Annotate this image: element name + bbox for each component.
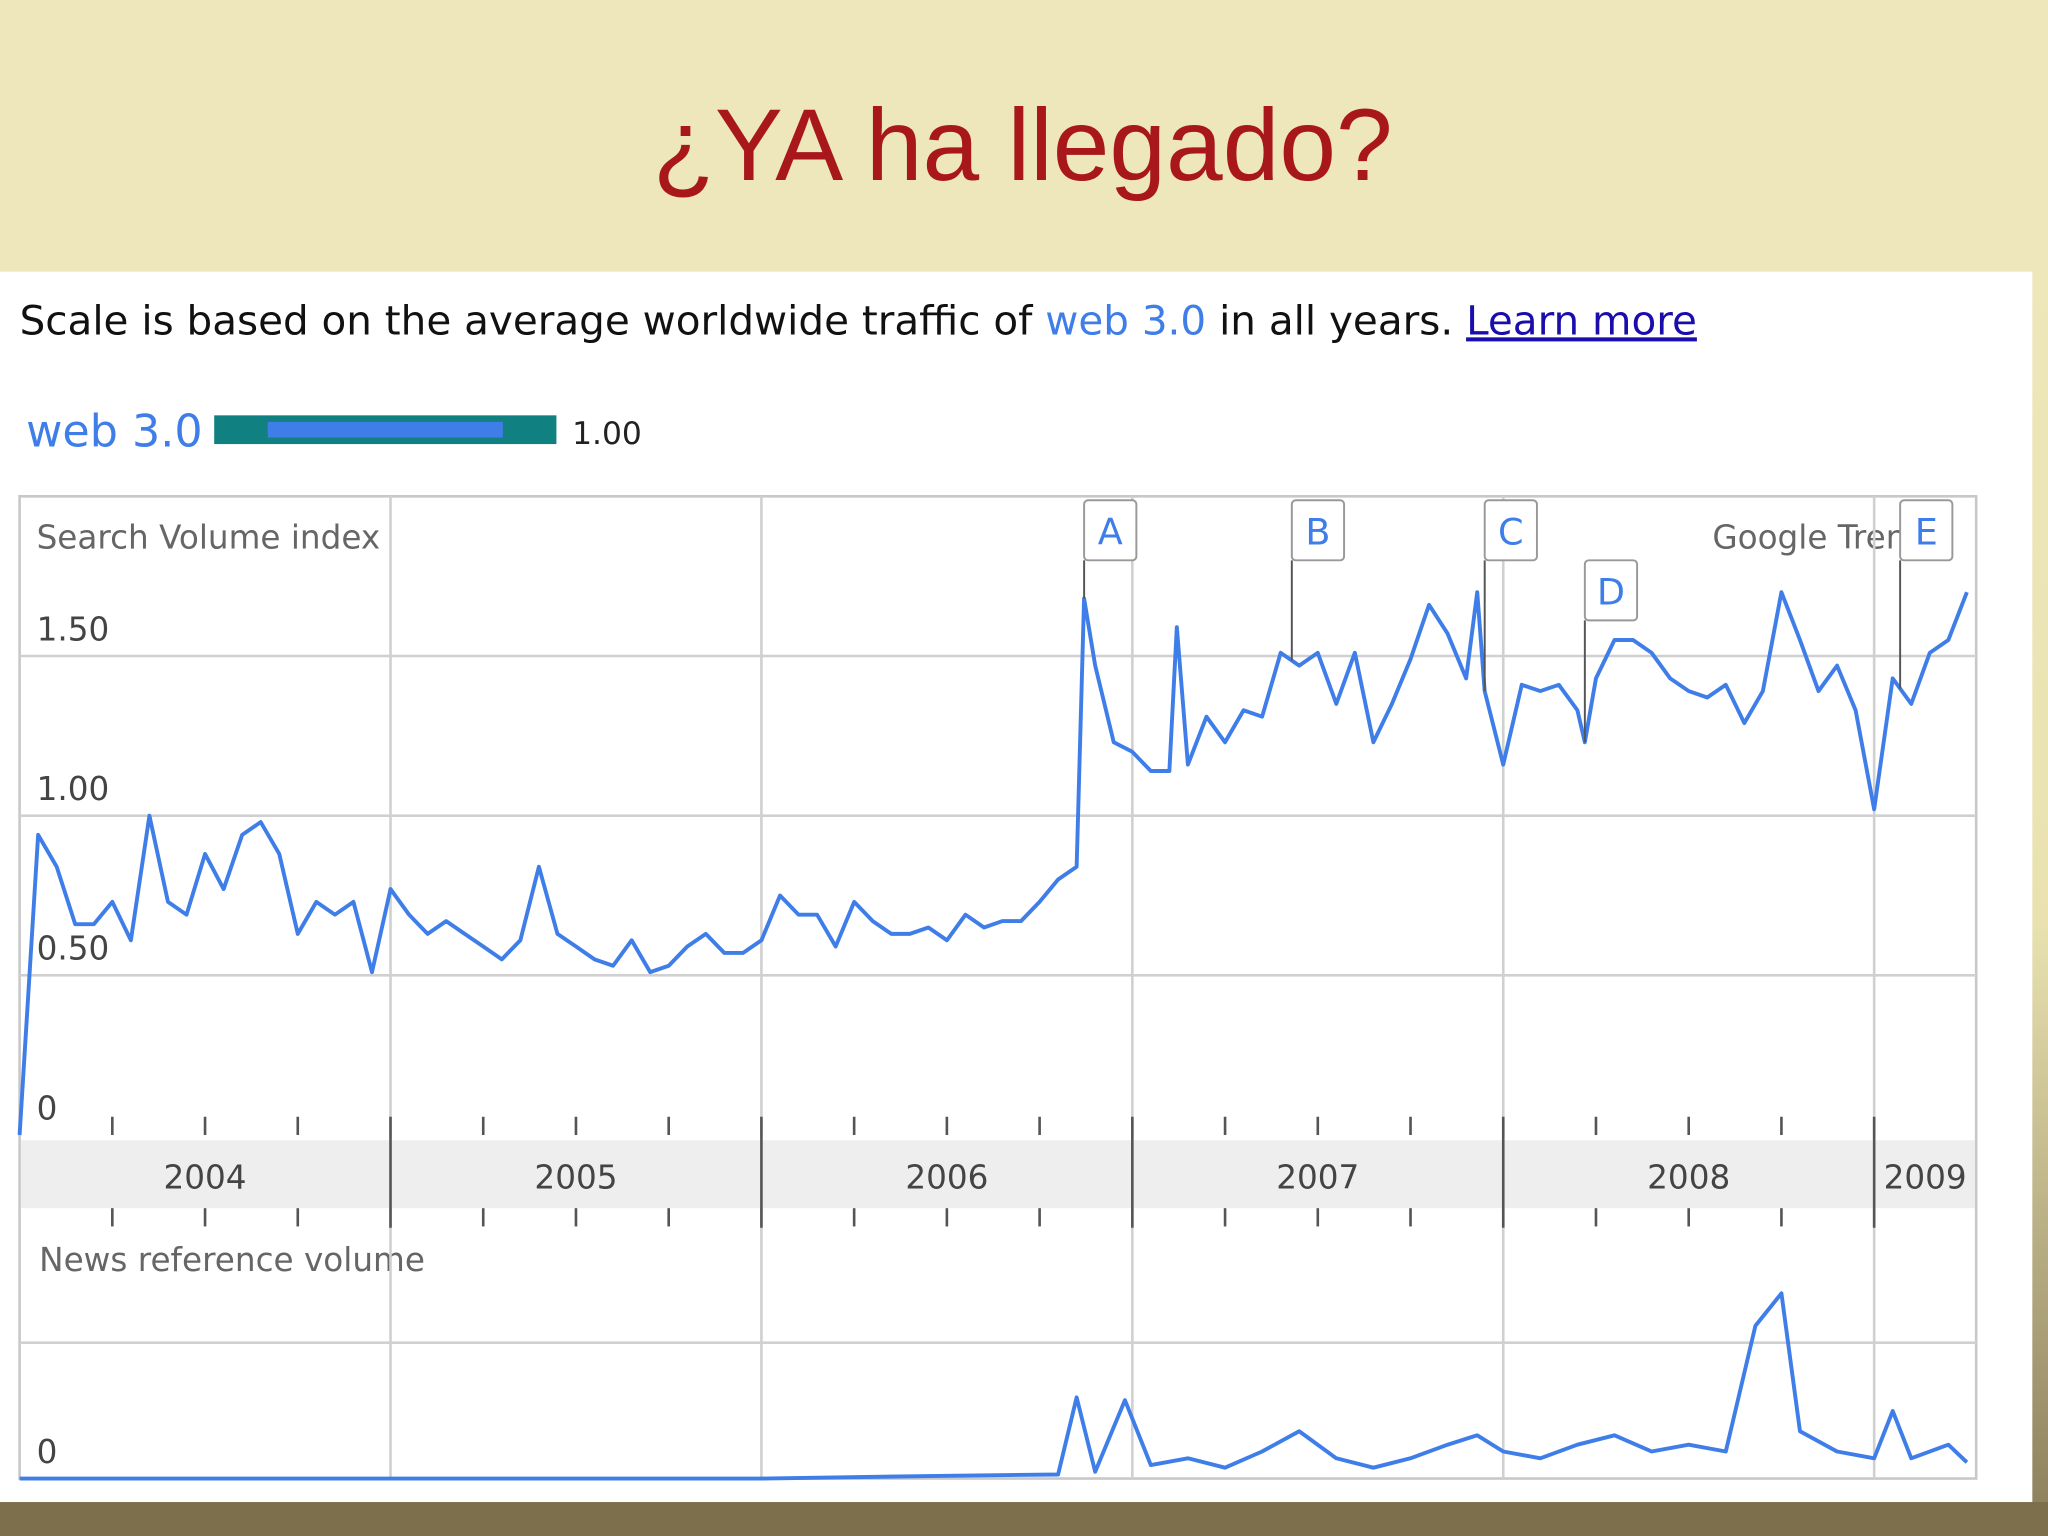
panel-title: Search Volume index — [37, 519, 381, 557]
annotation-label: C — [1498, 511, 1524, 554]
series-line — [19, 1291, 1969, 1481]
x-tick-label: 2007 — [1276, 1159, 1359, 1197]
slide-title: ¿YA ha llegado? — [653, 88, 1393, 202]
news-title: News reference volume — [39, 1241, 425, 1279]
y-tick-label: 0 — [37, 1433, 58, 1471]
legend-average-bar — [267, 421, 503, 438]
y-tick-label: 1.50 — [37, 610, 110, 648]
scale-note: Scale is based on the average worldwide … — [20, 296, 1697, 344]
x-tick-label: 2005 — [534, 1159, 617, 1197]
series-line — [17, 590, 1969, 1136]
legend-name: web 3.0 — [26, 407, 203, 458]
slide-header — [0, 0, 2048, 272]
x-tick-label: 2004 — [164, 1159, 247, 1197]
annotation-label: D — [1597, 571, 1625, 614]
note-suffix: in all years. — [1219, 296, 1453, 344]
slide-footer — [0, 1502, 2048, 1536]
annotation-label: E — [1915, 511, 1938, 554]
y-tick-label: 0 — [37, 1089, 58, 1127]
learn-more-link[interactable]: Learn more — [1466, 296, 1697, 344]
annotation-flag — [1899, 499, 1954, 562]
trends-panel — [0, 271, 2033, 1503]
annotation-label: B — [1305, 511, 1330, 554]
x-tick-label: 2006 — [905, 1159, 988, 1197]
annotation-label: A — [1098, 511, 1123, 554]
x-tick-label: 2008 — [1647, 1159, 1730, 1197]
annotation-flag — [1583, 559, 1639, 622]
x-tick-label: 2009 — [1884, 1159, 1967, 1197]
note-term: web 3.0 — [1045, 296, 1206, 344]
time-axis-band — [20, 1140, 1975, 1209]
y-tick-label: 1.00 — [37, 770, 110, 808]
annotation-flag — [1083, 499, 1138, 562]
note-text: Scale is based on the average worldwide … — [20, 296, 1035, 344]
y-tick-label: 0.50 — [37, 930, 110, 968]
legend-average: 1.00 — [572, 416, 642, 452]
annotation-flag — [1290, 499, 1346, 562]
annotation-flag — [1483, 499, 1538, 562]
chart-frame — [18, 495, 1978, 1480]
